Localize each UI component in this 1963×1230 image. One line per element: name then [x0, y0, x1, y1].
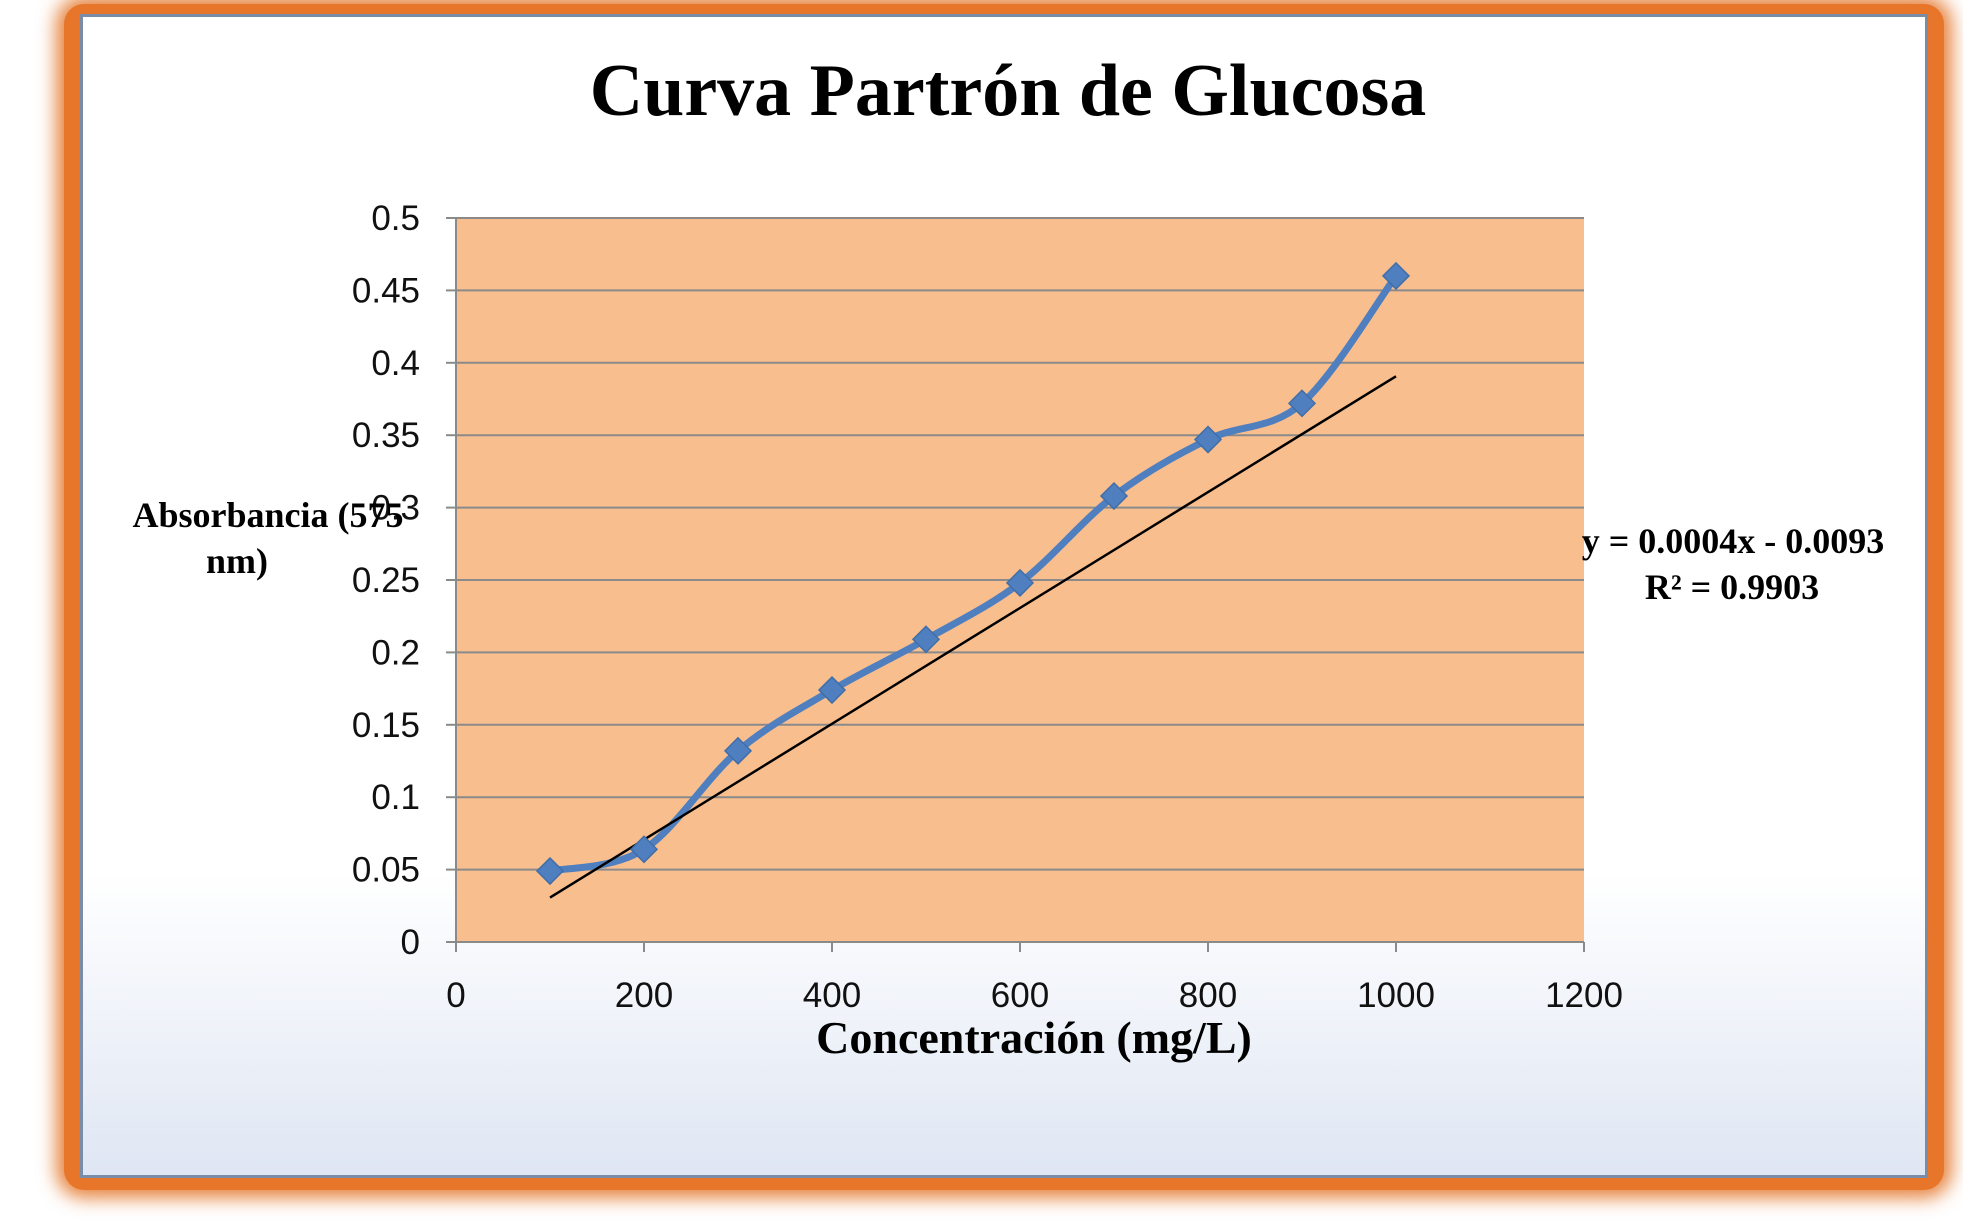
y-tick-label: 0.5 [371, 199, 420, 238]
data-point-marker [1287, 389, 1317, 418]
y-tick-label: 0.1 [371, 778, 420, 817]
data-point-marker [535, 856, 565, 886]
chart-title: Curva Partrón de Glucosa [590, 50, 1427, 132]
linear-trendline [549, 375, 1397, 899]
y-tick-label: 0.4 [371, 344, 420, 383]
data-point-marker [911, 625, 941, 654]
x-tick-label: 1200 [1545, 976, 1623, 1015]
y-tick-label: 0.2 [371, 633, 420, 672]
y-tick-label: 0.05 [352, 851, 420, 890]
y-tick-label: 0.45 [352, 271, 420, 310]
x-tick-label: 0 [446, 976, 465, 1015]
data-point-marker [723, 736, 753, 765]
data-point-marker [1005, 568, 1035, 597]
plot-area: 0 0.05 0.1 0.15 0.2 0.25 0.3 0.35 0.4 0.45 0.5 0 200… [352, 199, 1623, 1015]
y-tick-label: 0.15 [352, 706, 420, 745]
x-axis-title: Concentración (mg/L) [816, 1012, 1252, 1063]
x-tick-label: 800 [1179, 976, 1237, 1015]
data-point-marker [1381, 261, 1411, 290]
x-tick-label: 200 [615, 976, 673, 1015]
y-axis-title-line1: Absorbancia (575 [132, 495, 403, 535]
y-tick-label: 0.25 [352, 561, 420, 600]
trendline-equation: y = 0.0004x - 0.0093 [1582, 521, 1885, 561]
x-tick-label: 600 [991, 976, 1049, 1015]
glucose-chart: Curva Partrón de Glucosa 0 0.05 0.1 0.15 0.2… [132, 50, 1885, 1063]
y-axis-title-line2: nm) [206, 541, 268, 581]
data-point-marker [1193, 425, 1223, 454]
data-point-marker [817, 675, 847, 705]
data-point-marker [629, 835, 659, 864]
chart-panel: Curva Partrón de Glucosa 0 0.05 0.1 0.15 0.2… [80, 14, 1928, 1178]
x-tick-label: 400 [803, 976, 861, 1015]
y-tick-label: 0.3 [371, 489, 420, 528]
y-tick-label: 0 [401, 923, 420, 962]
trendline-r-squared: R² = 0.9903 [1645, 567, 1819, 607]
data-series-line [549, 273, 1399, 875]
x-tick-label: 1000 [1357, 976, 1435, 1015]
y-tick-label: 0.35 [352, 416, 420, 455]
data-point-marker [1099, 481, 1129, 511]
